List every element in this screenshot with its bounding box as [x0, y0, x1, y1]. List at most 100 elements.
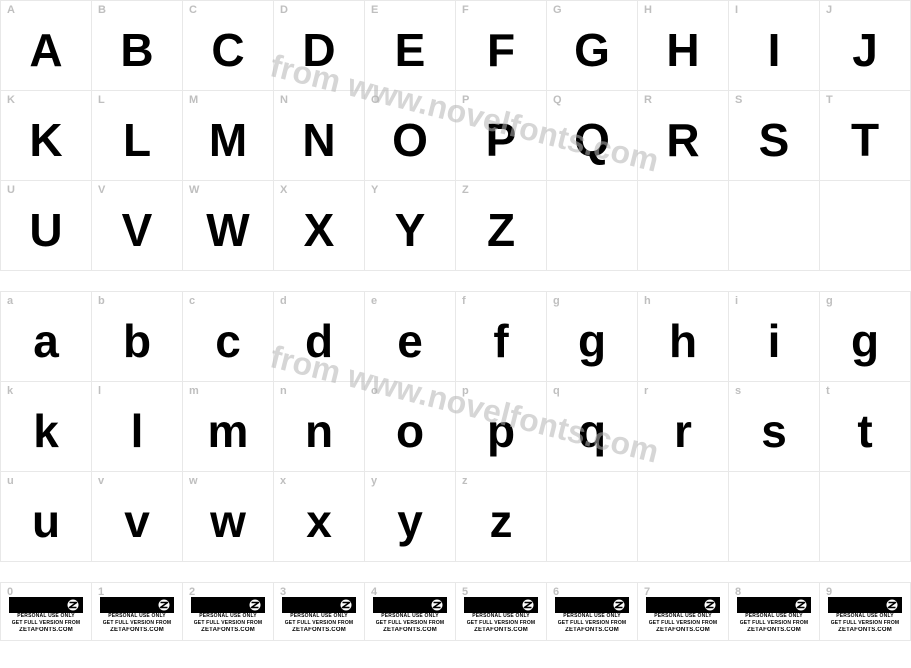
cell-glyph: o [396, 404, 424, 458]
glyph-cell: 0PERSONAL USE ONLYGET FULL VERSION FROMZ… [1, 583, 92, 641]
zetafonts-badge: PERSONAL USE ONLYGET FULL VERSION FROMZE… [464, 597, 538, 634]
glyph-cell: rr [638, 382, 729, 472]
badge-line-3: ZETAFONTS.COM [555, 627, 629, 634]
glyph-cell: mm [183, 382, 274, 472]
glyph-cell: 3PERSONAL USE ONLYGET FULL VERSION FROMZ… [274, 583, 365, 641]
cell-label: i [735, 295, 738, 307]
glyph-cell: RR [638, 91, 729, 181]
cell-glyph: u [32, 494, 60, 548]
badge-line-3: ZETAFONTS.COM [737, 627, 811, 634]
glyph-cell: hh [638, 292, 729, 382]
badge-line-3: ZETAFONTS.COM [646, 627, 720, 634]
glyph-cell: FF [456, 1, 547, 91]
cell-label: C [189, 4, 197, 16]
glyph-cell: zz [456, 472, 547, 562]
zetafonts-badge: PERSONAL USE ONLYGET FULL VERSION FROMZE… [373, 597, 447, 634]
cell-label: N [280, 94, 288, 106]
glyph-cell: bb [92, 292, 183, 382]
glyph-cell [638, 181, 729, 271]
cell-label: h [644, 295, 651, 307]
cell-glyph: O [392, 113, 428, 167]
cell-glyph: L [123, 113, 151, 167]
cell-glyph: E [395, 23, 426, 77]
glyph-cell: QQ [547, 91, 638, 181]
glyph-cell [729, 181, 820, 271]
glyph-cell: qq [547, 382, 638, 472]
cell-label: O [371, 94, 380, 106]
glyph-cell: ff [456, 292, 547, 382]
cell-label: E [371, 4, 378, 16]
cell-label: l [98, 385, 101, 397]
cell-glyph: D [302, 23, 335, 77]
badge-line-3: ZETAFONTS.COM [828, 627, 902, 634]
cell-label: P [462, 94, 469, 106]
glyph-grid: AABBCCDDEEFFGGHHIIJJKKLLMMNNOOPPQQRRSSTT… [0, 0, 911, 271]
cell-glyph: i [768, 314, 781, 368]
glyph-cell: PP [456, 91, 547, 181]
cell-glyph: J [852, 23, 878, 77]
zetafonts-badge: PERSONAL USE ONLYGET FULL VERSION FROMZE… [828, 597, 902, 634]
badge-line-3: ZETAFONTS.COM [373, 627, 447, 634]
cell-label: g [553, 295, 560, 307]
glyph-cell: aa [1, 292, 92, 382]
cell-glyph: b [123, 314, 151, 368]
cell-label: X [280, 184, 287, 196]
badge-logo-strip [282, 597, 356, 613]
glyph-cell: gg [547, 292, 638, 382]
cell-label: d [280, 295, 287, 307]
cell-label: A [7, 4, 15, 16]
cell-glyph: A [29, 23, 62, 77]
zetafonts-badge: PERSONAL USE ONLYGET FULL VERSION FROMZE… [282, 597, 356, 634]
glyph-cell: GG [547, 1, 638, 91]
cell-label: Q [553, 94, 562, 106]
cell-label: U [7, 184, 15, 196]
glyph-cell: 1PERSONAL USE ONLYGET FULL VERSION FROMZ… [92, 583, 183, 641]
badge-logo-strip [191, 597, 265, 613]
badge-line-2: GET FULL VERSION FROM [100, 620, 174, 627]
cell-label: w [189, 475, 198, 487]
glyph-cell: OO [365, 91, 456, 181]
badge-line-1: PERSONAL USE ONLY [100, 613, 174, 620]
glyph-cell [820, 472, 911, 562]
glyph-cell: WW [183, 181, 274, 271]
cell-glyph: N [302, 113, 335, 167]
cell-label: n [280, 385, 287, 397]
cell-glyph: V [122, 203, 153, 257]
cell-glyph: d [305, 314, 333, 368]
cell-label: L [98, 94, 105, 106]
cell-glyph: g [851, 314, 879, 368]
zetafonts-badge: PERSONAL USE ONLYGET FULL VERSION FROMZE… [737, 597, 811, 634]
glyph-cell: KK [1, 91, 92, 181]
glyph-cell: oo [365, 382, 456, 472]
badge-line-1: PERSONAL USE ONLY [191, 613, 265, 620]
glyph-cell: tt [820, 382, 911, 472]
badge-line-2: GET FULL VERSION FROM [9, 620, 83, 627]
cell-glyph: U [29, 203, 62, 257]
badge-line-2: GET FULL VERSION FROM [737, 620, 811, 627]
glyph-cell: uu [1, 472, 92, 562]
cell-glyph: m [208, 404, 249, 458]
cell-label: m [189, 385, 199, 397]
glyph-cell: 8PERSONAL USE ONLYGET FULL VERSION FROMZ… [729, 583, 820, 641]
cell-label: M [189, 94, 198, 106]
badge-logo-strip [464, 597, 538, 613]
glyph-cell: MM [183, 91, 274, 181]
glyph-cell: ii [729, 292, 820, 382]
glyph-cell: 6PERSONAL USE ONLYGET FULL VERSION FROMZ… [547, 583, 638, 641]
cell-glyph: F [487, 23, 515, 77]
badge-line-1: PERSONAL USE ONLY [555, 613, 629, 620]
cell-glyph: C [211, 23, 244, 77]
glyph-cell: 7PERSONAL USE ONLYGET FULL VERSION FROMZ… [638, 583, 729, 641]
cell-glyph: t [857, 404, 872, 458]
badge-logo-strip [828, 597, 902, 613]
glyph-cell [820, 181, 911, 271]
badge-line-3: ZETAFONTS.COM [464, 627, 538, 634]
cell-label: V [98, 184, 105, 196]
cell-glyph: s [761, 404, 787, 458]
section-lowercase: aabbccddeeffgghhiiggkkllmmnnooppqqrrsstt… [0, 291, 911, 562]
glyph-cell: xx [274, 472, 365, 562]
zetafonts-badge: PERSONAL USE ONLYGET FULL VERSION FROMZE… [555, 597, 629, 634]
badge-logo-strip [737, 597, 811, 613]
cell-label: q [553, 385, 560, 397]
cell-glyph: p [487, 404, 515, 458]
